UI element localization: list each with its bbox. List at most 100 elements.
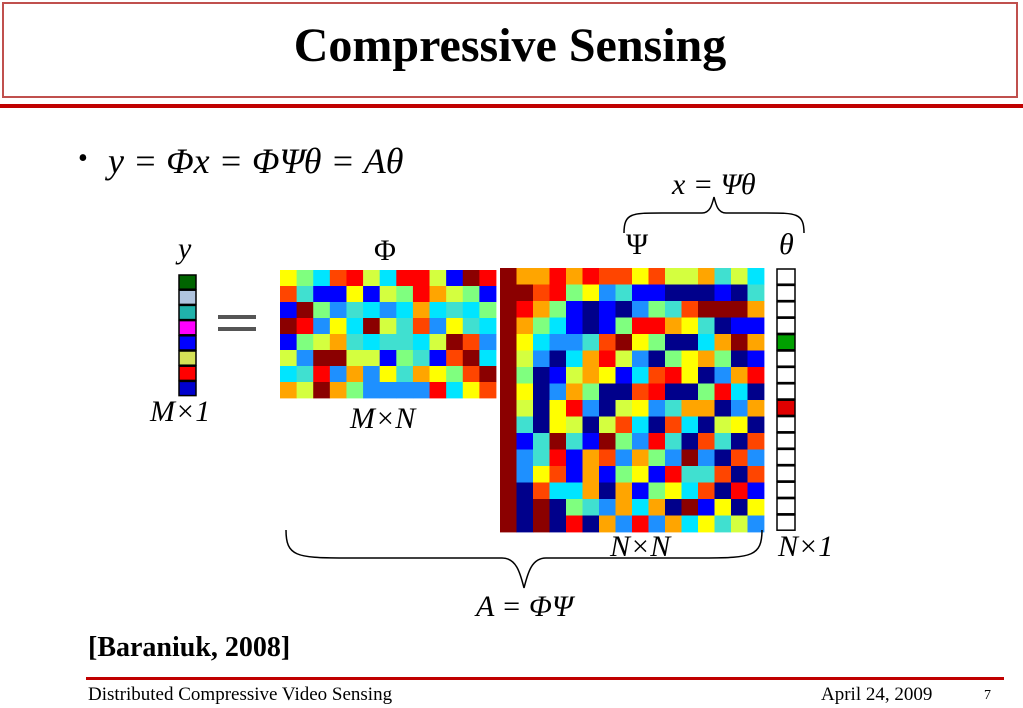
matrix-cell xyxy=(446,302,464,319)
matrix-cell xyxy=(714,367,732,384)
matrix-cell xyxy=(776,399,796,417)
matrix-cell xyxy=(533,334,550,351)
bottom-brace xyxy=(285,529,763,589)
matrix-cell xyxy=(329,286,347,303)
matrix-cell xyxy=(681,433,699,450)
matrix-cell xyxy=(582,334,600,351)
matrix-cell xyxy=(549,317,567,335)
matrix-cell xyxy=(648,268,666,285)
matrix-cell xyxy=(479,270,497,287)
matrix-cell xyxy=(533,301,550,318)
matrix-cell xyxy=(747,284,765,302)
matrix-cell xyxy=(533,515,550,533)
matrix-cell xyxy=(462,366,480,383)
matrix-cell xyxy=(363,350,381,367)
matrix-cell xyxy=(566,482,583,500)
citation: [Baraniuk, 2008] xyxy=(88,632,291,663)
matrix-cell xyxy=(698,416,715,434)
matrix-cell xyxy=(479,286,497,303)
matrix-cell xyxy=(296,270,314,287)
matrix-cell xyxy=(665,268,682,285)
matrix-cell xyxy=(665,334,682,351)
matrix-cell xyxy=(776,497,796,515)
matrix-cell xyxy=(549,367,567,384)
matrix-cell xyxy=(566,367,583,384)
matrix-cell xyxy=(747,416,765,434)
matrix-cell xyxy=(681,334,699,351)
matrix-cell xyxy=(698,383,715,401)
matrix-cell xyxy=(396,286,414,303)
y-label: y xyxy=(178,232,192,265)
matrix-cell xyxy=(566,317,583,335)
matrix-cell xyxy=(280,286,298,303)
matrix-cell xyxy=(446,334,464,351)
matrix-cell xyxy=(346,366,364,383)
matrix-cell xyxy=(178,289,197,306)
matrix-cell xyxy=(632,433,649,450)
matrix-cell xyxy=(363,270,381,287)
matrix-cell xyxy=(500,367,517,384)
matrix-cell xyxy=(462,302,480,319)
matrix-cell xyxy=(500,499,517,516)
matrix-cell xyxy=(776,448,796,466)
matrix-cell xyxy=(731,350,748,368)
matrix-cell xyxy=(615,515,633,533)
matrix-cell xyxy=(446,382,464,399)
matrix-cell xyxy=(698,466,715,483)
matrix-cell xyxy=(296,302,314,319)
matrix-cell xyxy=(446,350,464,367)
matrix-cell xyxy=(500,482,517,500)
matrix-cell xyxy=(747,301,765,318)
matrix-cell xyxy=(462,382,480,399)
matrix-cell xyxy=(296,382,314,399)
matrix-cell xyxy=(599,449,616,467)
title-box: Compressive Sensing xyxy=(2,2,1018,98)
matrix-cell xyxy=(549,268,567,285)
matrix-cell xyxy=(412,350,430,367)
matrix-cell xyxy=(516,301,534,318)
matrix-cell xyxy=(313,286,331,303)
matrix-cell xyxy=(615,334,633,351)
matrix-cell xyxy=(731,482,748,500)
matrix-cell xyxy=(776,432,796,449)
matrix-cell xyxy=(313,382,331,399)
matrix-cell xyxy=(566,433,583,450)
matrix-cell xyxy=(665,383,682,401)
matrix-cell xyxy=(582,515,600,533)
matrix-cell xyxy=(632,449,649,467)
matrix-cell xyxy=(698,350,715,368)
matrix-cell xyxy=(396,382,414,399)
matrix-cell xyxy=(632,515,649,533)
theta-vector xyxy=(776,268,796,531)
matrix-cell xyxy=(549,350,567,368)
matrix-cell xyxy=(549,383,567,401)
matrix-cell xyxy=(516,416,534,434)
matrix-cell xyxy=(566,449,583,467)
matrix-cell xyxy=(714,284,732,302)
matrix-cell xyxy=(429,302,447,319)
matrix-cell xyxy=(731,284,748,302)
matrix-cell xyxy=(296,366,314,383)
matrix-cell xyxy=(615,284,633,302)
matrix-cell xyxy=(566,416,583,434)
matrix-cell xyxy=(178,365,197,382)
matrix-cell xyxy=(178,274,197,290)
matrix-cell xyxy=(599,301,616,318)
matrix-cell xyxy=(731,515,748,533)
matrix-cell xyxy=(648,449,666,467)
matrix-cell xyxy=(714,416,732,434)
matrix-cell xyxy=(615,416,633,434)
matrix-cell xyxy=(665,499,682,516)
matrix-cell xyxy=(379,318,397,335)
matrix-cell xyxy=(747,350,765,368)
matrix-cell xyxy=(747,317,765,335)
matrix-cell xyxy=(566,466,583,483)
matrix-cell xyxy=(296,286,314,303)
matrix-cell xyxy=(776,366,796,384)
matrix-cell xyxy=(582,449,600,467)
matrix-cell xyxy=(681,301,699,318)
matrix-cell xyxy=(714,400,732,417)
matrix-cell xyxy=(396,318,414,335)
matrix-cell xyxy=(632,367,649,384)
matrix-cell xyxy=(681,350,699,368)
